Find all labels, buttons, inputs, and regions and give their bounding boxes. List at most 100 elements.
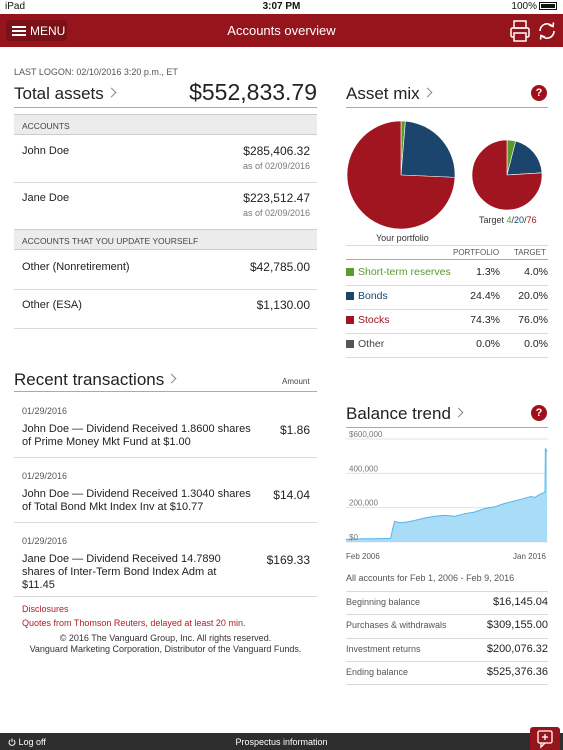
copyright-line-1: © 2016 The Vanguard Group, Inc. All righ… (59, 633, 272, 643)
portfolio-slice-bonds (400, 120, 456, 178)
y-tick-label: 200,000 (349, 499, 378, 508)
account-row-john[interactable]: John Doe $285,406.32 as of 02/09/2016 (14, 136, 317, 182)
total-assets-link[interactable]: Total assets (14, 84, 117, 104)
target-column-label: TARGET (514, 248, 546, 257)
account-value: $42,785.00 (249, 260, 310, 274)
divider (14, 328, 317, 329)
device-label: iPad (5, 1, 26, 12)
balance-row-value: $16,145.04 (492, 596, 548, 608)
target-percent: 76.0% (518, 314, 548, 326)
target-percent: 0.0% (524, 338, 548, 350)
last-logon: LAST LOGON: 02/10/2016 3:20 p.m., ET (14, 67, 178, 77)
portfolio-percent: 74.3% (470, 314, 500, 326)
divider (14, 457, 317, 458)
self-accounts-header: ACCOUNTS THAT YOU UPDATE YOURSELF (14, 229, 317, 250)
divider (346, 333, 548, 334)
account-value: $285,406.32 (243, 144, 310, 158)
account-value: $223,512.47 (243, 191, 310, 205)
refresh-icon[interactable] (536, 20, 558, 42)
account-name: Other (ESA) (22, 299, 82, 311)
divider (346, 684, 548, 685)
chevron-right-icon (422, 87, 433, 98)
asset-mix-help-icon[interactable]: ? (531, 85, 547, 101)
balance-row-label: Beginning balance (346, 597, 421, 607)
divider (346, 357, 548, 358)
target-prefix: Target (479, 215, 507, 225)
divider (14, 182, 317, 183)
balance-trend-help-icon[interactable]: ? (531, 405, 547, 421)
balance-line (346, 448, 548, 540)
hamburger-icon (12, 25, 26, 36)
nav-bar: MENU Accounts overview (0, 14, 563, 47)
quotes-notice: Quotes from Thomson Reuters, delayed at … (22, 618, 246, 628)
account-value: $1,130.00 (256, 298, 310, 312)
chat-button[interactable] (530, 727, 560, 750)
divider (346, 638, 548, 639)
account-name: John Doe (22, 145, 70, 157)
divider (346, 614, 548, 615)
portfolio-percent: 1.3% (476, 266, 500, 278)
total-assets-value: $552,833.79 (189, 79, 317, 105)
divider (346, 309, 548, 310)
balance-row-label: Ending balance (346, 667, 409, 677)
legend-swatch (346, 268, 354, 276)
bottom-bar: Log off Prospectus information (0, 733, 563, 750)
target-bonds: 20 (514, 215, 525, 225)
transaction-description: John Doe — Dividend Received 1.3040 shar… (22, 488, 251, 513)
divider (14, 107, 317, 108)
y-tick-label: $600,000 (349, 431, 383, 439)
target-percent: 4.0% (524, 266, 548, 278)
account-as-of: as of 02/09/2016 (242, 161, 310, 171)
balance-row-value: $200,076.32 (486, 643, 548, 655)
legend-swatch (346, 292, 354, 300)
copyright: © 2016 The Vanguard Group, Inc. All righ… (14, 633, 317, 655)
disclosures-link[interactable]: Disclosures (22, 604, 69, 614)
total-assets-label: Total assets (14, 84, 104, 103)
target-slice-bonds (506, 140, 543, 176)
divider (346, 661, 548, 662)
battery-icon (539, 2, 557, 10)
account-name: Other (Nonretirement) (22, 261, 130, 273)
divider (14, 522, 317, 523)
divider (14, 391, 317, 392)
asset-class-name: Bonds (358, 290, 388, 302)
divider (346, 107, 548, 108)
print-icon[interactable] (510, 20, 530, 42)
logoff-label: Log off (18, 737, 46, 747)
chevron-right-icon (453, 407, 464, 418)
target-pie-label: Target 4/20/76 (479, 215, 537, 225)
amount-column-label: Amount (282, 377, 310, 386)
divider (346, 427, 548, 428)
transaction-description: Jane Doe — Dividend Received 14.7890 sha… (22, 553, 221, 591)
balance-trend-link[interactable]: Balance trend (346, 404, 464, 424)
transaction-description: John Doe — Dividend Received 1.8600 shar… (22, 423, 251, 448)
account-row-esa[interactable]: Other (ESA) $1,130.00 (14, 290, 317, 328)
balance-row-value: $525,376.36 (486, 666, 548, 678)
chevron-right-icon (106, 87, 117, 98)
asset-mix-link[interactable]: Asset mix (346, 84, 433, 104)
target-pie-chart (471, 139, 543, 211)
legend-swatch (346, 316, 354, 324)
y-tick-label: 400,000 (349, 464, 378, 473)
account-name: Jane Doe (22, 192, 70, 204)
copyright-line-2: Vanguard Marketing Corporation, Distribu… (29, 644, 302, 654)
y-tick-label: $0 (349, 533, 358, 542)
portfolio-pie-label: Your portfolio (376, 233, 429, 243)
prospectus-link[interactable]: Prospectus information (235, 737, 328, 747)
logoff-button[interactable]: Log off (8, 737, 46, 747)
balance-trend-title: Balance trend (346, 404, 451, 423)
target-short-term: 4 (506, 215, 512, 225)
divider (346, 285, 548, 286)
recent-transactions-link[interactable]: Recent transactions (14, 370, 177, 390)
divider (14, 596, 317, 597)
menu-button[interactable]: MENU (6, 20, 67, 41)
asset-class-name: Stocks (358, 314, 390, 326)
status-bar: iPad 3:07 PM 100% (0, 0, 563, 14)
portfolio-slice-stocks (346, 120, 456, 230)
asset-class-name: Short-term reserves (358, 266, 451, 278)
divider (346, 245, 548, 246)
account-row-nonretirement[interactable]: Other (Nonretirement) $42,785.00 (14, 251, 317, 289)
account-row-jane[interactable]: Jane Doe $223,512.47 as of 02/09/2016 (14, 183, 317, 229)
chevron-right-icon (166, 373, 177, 384)
balance-row-value: $309,155.00 (486, 619, 548, 631)
